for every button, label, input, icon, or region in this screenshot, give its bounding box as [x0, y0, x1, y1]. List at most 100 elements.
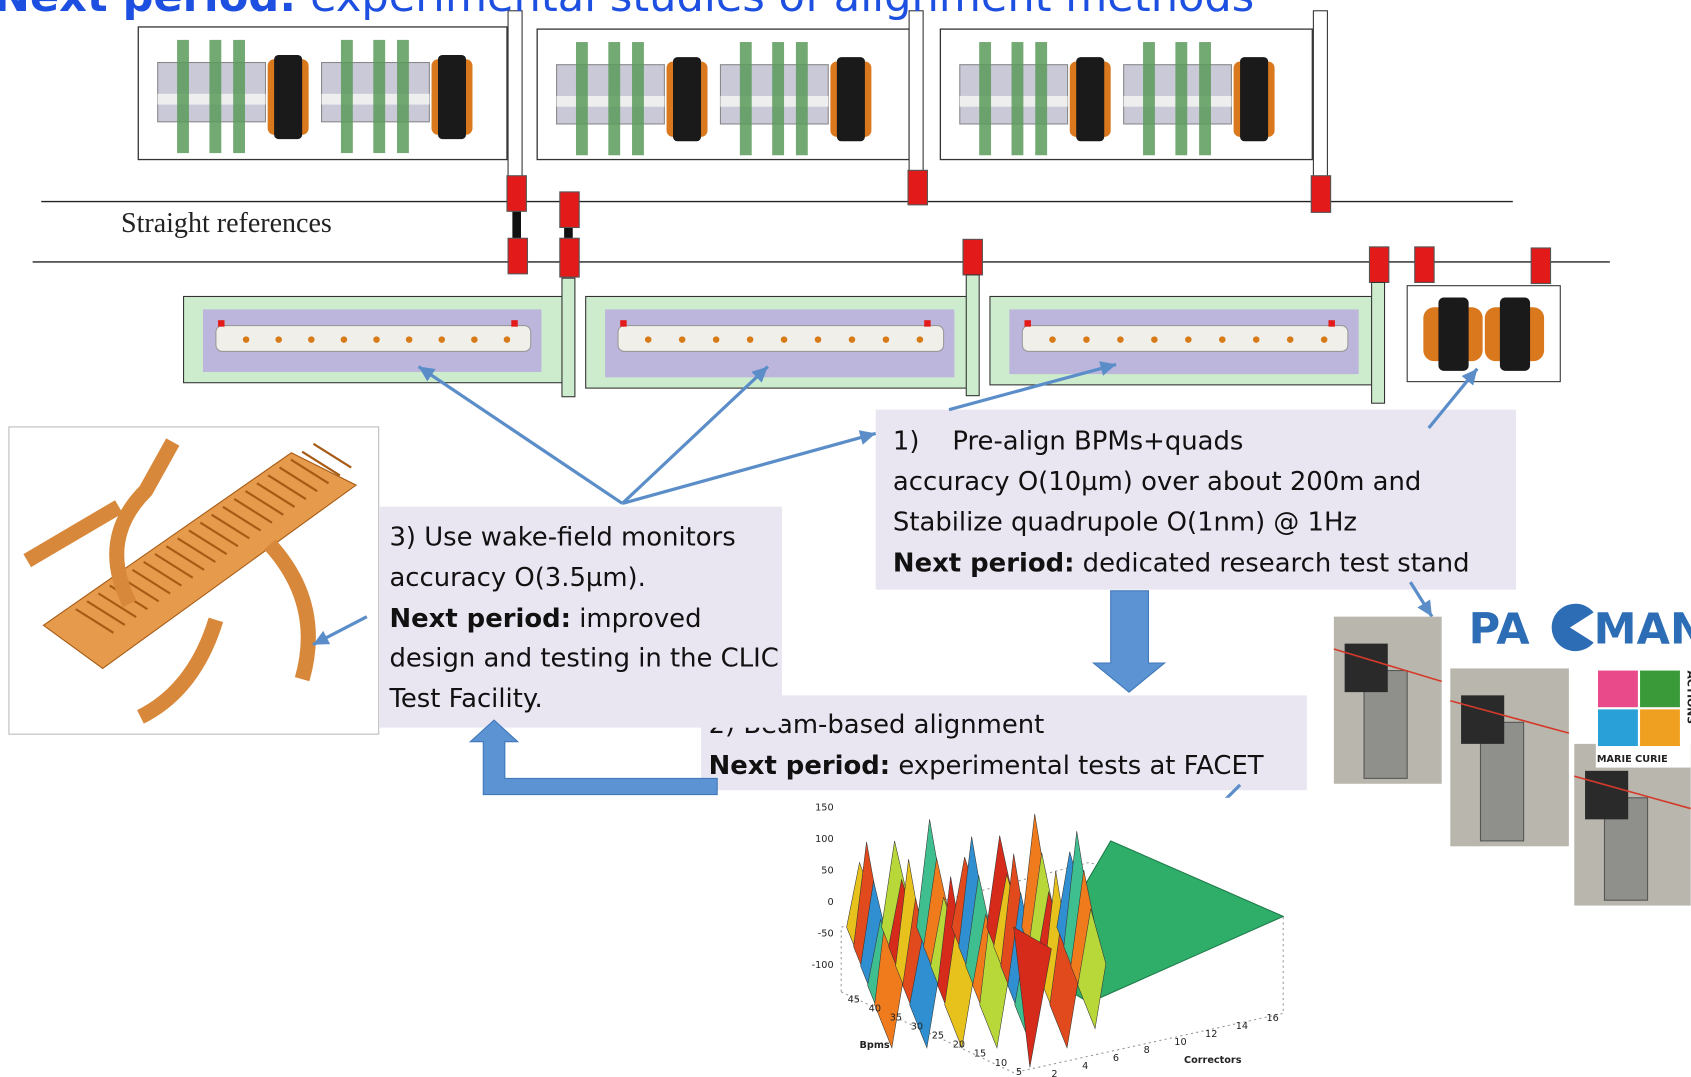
flow-arrow — [1093, 591, 1164, 692]
sensor — [1531, 248, 1550, 284]
structure-cell — [406, 336, 412, 342]
bpm-marker — [1024, 320, 1030, 326]
post — [632, 42, 644, 155]
post — [397, 40, 409, 153]
quad-yoke — [673, 57, 701, 141]
structure-post — [1372, 282, 1385, 403]
note-line: design and testing in the CLIC — [389, 644, 778, 674]
bpm-tick: 5 — [1016, 1067, 1022, 1077]
bpm-marker — [218, 320, 224, 326]
quad-yoke — [1076, 57, 1104, 141]
post — [233, 40, 245, 153]
bpm-marker — [1328, 320, 1334, 326]
plot-y-label: Bpms — [860, 1040, 890, 1051]
slide: Straight references1) Pre-align BPMs+qua… — [0, 0, 1691, 1077]
structure-cell — [645, 336, 651, 342]
corrector-tick: 8 — [1144, 1045, 1150, 1056]
support-post — [909, 11, 923, 173]
note-line: 3) Use wake-field monitors — [389, 522, 735, 552]
z-tick: 0 — [827, 897, 833, 908]
plot-x-label: Correctors — [1184, 1055, 1242, 1066]
structure-cell — [1185, 336, 1191, 342]
bpm-tick: 40 — [869, 1003, 881, 1014]
title-rest: experimental studies of alignment method… — [296, 0, 1254, 22]
structure-cell — [1117, 336, 1123, 342]
structure-cell — [1321, 336, 1327, 342]
structure-cell — [849, 336, 855, 342]
quad-yoke — [837, 57, 865, 141]
structure-pipe — [1022, 326, 1348, 352]
structure-cell — [439, 336, 445, 342]
structure-cell — [1219, 336, 1225, 342]
sensor — [908, 170, 927, 204]
corrector-tick: 6 — [1113, 1053, 1119, 1064]
flow-arrow — [470, 720, 717, 794]
structure-cell — [917, 336, 923, 342]
sensor — [1415, 247, 1434, 283]
z-tick: -100 — [812, 960, 834, 971]
note-line: Next period: experimental tests at FACET — [709, 750, 1264, 780]
structure-cell — [883, 336, 889, 342]
z-tick: 150 — [815, 802, 833, 813]
structure-cell — [373, 336, 379, 342]
structure-cell — [1049, 336, 1055, 342]
sensor — [508, 238, 527, 274]
title: Next period: experimental studies of ali… — [0, 0, 1254, 22]
bpm-marker — [924, 320, 930, 326]
note-bold: Next period: — [389, 603, 571, 633]
structure-pipe — [618, 326, 944, 352]
corrector-tick: 10 — [1174, 1037, 1186, 1048]
logo-tile — [1598, 709, 1638, 746]
actions-text: ACTIONS — [1684, 671, 1691, 725]
structure-cell — [781, 336, 787, 342]
bpm-tick: 35 — [890, 1012, 902, 1023]
sensor — [560, 238, 579, 277]
logo-tile — [1640, 709, 1680, 746]
structure-post — [562, 278, 575, 397]
pacman-icon — [1552, 604, 1594, 651]
note-line: Stabilize quadrupole O(1nm) @ 1Hz — [893, 507, 1357, 537]
note-bold: Next period: — [893, 548, 1075, 578]
post — [373, 40, 385, 153]
quad-yoke — [1438, 298, 1468, 371]
sensor — [1369, 247, 1388, 283]
marie-curie-text: MARIE CURIE — [1597, 754, 1668, 765]
z-tick: 100 — [815, 834, 833, 845]
structure-post — [966, 275, 979, 396]
post — [772, 42, 784, 155]
post — [341, 40, 353, 153]
note-line: Test Facility. — [388, 684, 542, 714]
structure-cell — [471, 336, 477, 342]
quad-yoke — [438, 55, 466, 139]
note-bold: Next period: — [709, 750, 891, 780]
post — [979, 42, 991, 155]
pacman-logo: PA — [1469, 605, 1531, 655]
note-text: experimental tests at FACET — [890, 750, 1264, 780]
post — [209, 40, 221, 153]
post — [1012, 42, 1024, 155]
sensor — [560, 192, 579, 228]
corrector-tick: 2 — [1051, 1069, 1057, 1077]
bpm-tick: 25 — [932, 1031, 944, 1042]
sensor — [963, 239, 982, 275]
structure-cell — [679, 336, 685, 342]
structure-cell — [1151, 336, 1157, 342]
bpm-tick: 15 — [974, 1049, 986, 1060]
post — [1175, 42, 1187, 155]
post — [796, 42, 808, 155]
bpm-tick: 20 — [953, 1040, 965, 1051]
post — [608, 42, 620, 155]
quad-yoke — [1500, 298, 1530, 371]
note-line: accuracy O(3.5µm). — [389, 563, 645, 593]
corrector-tick: 16 — [1266, 1013, 1278, 1024]
structure-cell — [713, 336, 719, 342]
logo-tile — [1640, 671, 1680, 708]
structure-cell — [1287, 336, 1293, 342]
bpm-tick: 10 — [995, 1058, 1007, 1069]
structure-cell — [243, 336, 249, 342]
structure-cell — [308, 336, 314, 342]
corrector-tick: 4 — [1082, 1061, 1088, 1072]
title-bold: Next period: — [0, 0, 296, 22]
post — [1035, 42, 1047, 155]
corrector-tick: 12 — [1205, 1029, 1217, 1040]
